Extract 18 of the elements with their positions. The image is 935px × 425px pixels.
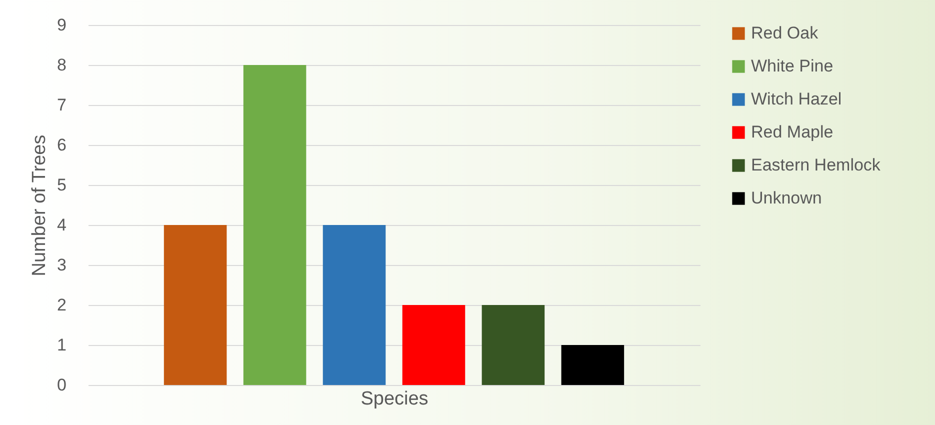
y-axis-title: Number of Trees (29, 134, 50, 276)
y-tick-label: 2 (57, 296, 66, 314)
legend-label: Red Maple (751, 122, 834, 142)
y-tick-label: 3 (57, 256, 66, 274)
y-tick-label: 1 (57, 336, 66, 354)
legend-label: Unknown (751, 188, 822, 208)
legend-label: White Pine (751, 56, 834, 76)
legend-label: Red Oak (751, 24, 819, 42)
y-tick-label: 9 (57, 16, 66, 34)
y-tick-label: 5 (57, 176, 66, 194)
y-tick-label: 6 (57, 136, 66, 154)
y-tick-label: 8 (57, 56, 66, 74)
y-tick-label: 7 (57, 96, 66, 114)
legend-label: Witch Hazel (751, 90, 842, 108)
legend-label: Eastern Hemlock (751, 156, 881, 174)
y-tick-label: 4 (57, 216, 66, 234)
y-tick-label: 0 (57, 376, 66, 394)
x-axis-title: Species (360, 388, 428, 410)
